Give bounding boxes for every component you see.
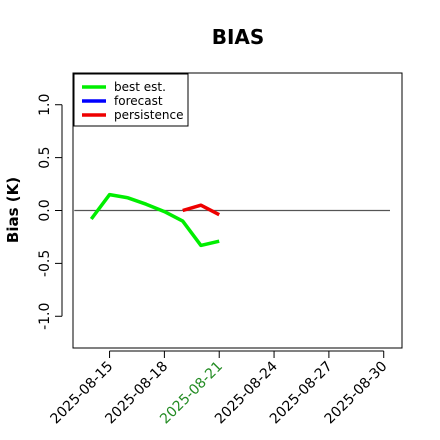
y-tick-label: 0.0 (37, 199, 53, 221)
series-line-persistence (182, 203, 221, 217)
y-tick-label: -0.5 (37, 250, 53, 277)
y-tick-label: -1.0 (37, 303, 53, 330)
y-axis-label: Bias (K) (4, 177, 22, 243)
legend-label: persistence (114, 108, 183, 122)
legend-label: best est. (114, 80, 166, 94)
legend-label: forecast (114, 94, 163, 108)
y-tick-label: 0.5 (37, 146, 53, 168)
plot-area (74, 192, 390, 248)
plot-frame (72, 72, 403, 349)
y-tick-label: 1.0 (37, 94, 53, 116)
series-line-best-est (89, 192, 220, 248)
chart-title: BIAS (212, 25, 265, 49)
